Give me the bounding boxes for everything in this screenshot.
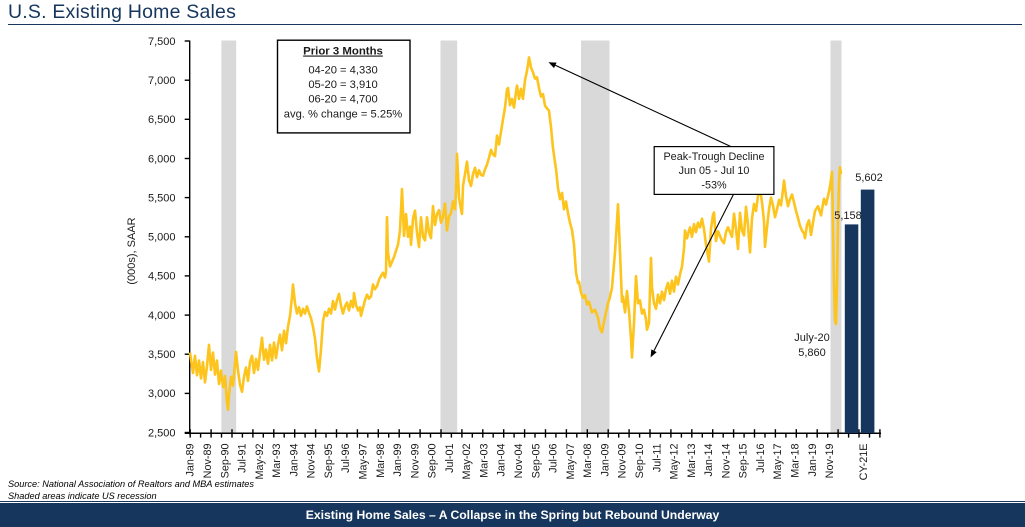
svg-text:Jan-89: Jan-89 [185, 444, 197, 477]
svg-text:Sep-10: Sep-10 [634, 444, 646, 479]
svg-text:May-02: May-02 [461, 444, 473, 480]
svg-text:May-17: May-17 [772, 444, 784, 480]
svg-text:Nov-19: Nov-19 [824, 444, 836, 479]
svg-text:5,500: 5,500 [148, 192, 176, 204]
svg-text:-53%: -53% [701, 179, 727, 191]
svg-text:6,000: 6,000 [148, 153, 176, 165]
svg-text:Prior 3 Months: Prior 3 Months [303, 46, 383, 58]
svg-text:2,500: 2,500 [148, 427, 176, 439]
svg-text:Sep-90: Sep-90 [219, 444, 231, 479]
svg-text:Mar-98: Mar-98 [375, 444, 387, 478]
svg-text:Jul-11: Jul-11 [651, 444, 663, 473]
svg-text:Nov-94: Nov-94 [306, 444, 318, 479]
svg-text:Sep-05: Sep-05 [530, 444, 542, 479]
svg-text:Sep-15: Sep-15 [738, 444, 750, 479]
svg-text:Jul-91: Jul-91 [237, 444, 249, 473]
svg-text:Mar-08: Mar-08 [582, 444, 594, 478]
svg-text:Nov-09: Nov-09 [617, 444, 629, 479]
svg-text:06-20 = 4,700: 06-20 = 4,700 [308, 94, 377, 106]
svg-text:Jul-16: Jul-16 [755, 444, 767, 473]
svg-text:Jun 05 - Jul 10: Jun 05 - Jul 10 [679, 165, 750, 177]
svg-text:Jan-99: Jan-99 [392, 444, 404, 477]
svg-text:Jul-06: Jul-06 [548, 444, 560, 473]
svg-text:May-07: May-07 [565, 444, 577, 480]
svg-text:Mar-03: Mar-03 [479, 444, 491, 478]
svg-text:7,000: 7,000 [148, 75, 176, 87]
svg-text:5,860: 5,860 [798, 347, 826, 359]
svg-text:Jan-09: Jan-09 [599, 444, 611, 477]
svg-text:Mar-93: Mar-93 [271, 444, 283, 478]
svg-text:May-12: May-12 [669, 444, 681, 480]
svg-text:Sep-95: Sep-95 [323, 444, 335, 479]
svg-text:Nov-89: Nov-89 [202, 444, 214, 479]
svg-text:3,500: 3,500 [148, 349, 176, 361]
svg-text:Peak-Trough Decline: Peak-Trough Decline [663, 151, 764, 163]
svg-text:Mar-13: Mar-13 [686, 444, 698, 478]
svg-text:3,000: 3,000 [148, 388, 176, 400]
svg-text:Jan-04: Jan-04 [496, 444, 508, 477]
svg-text:5,602: 5,602 [855, 172, 883, 184]
svg-text:6,500: 6,500 [148, 114, 176, 126]
svg-text:Sep-00: Sep-00 [427, 444, 439, 479]
svg-text:Jan-14: Jan-14 [703, 444, 715, 477]
svg-text:avg. % change = 5.25%: avg. % change = 5.25% [284, 108, 403, 120]
svg-text:Nov-04: Nov-04 [513, 444, 525, 479]
svg-text:Nov-14: Nov-14 [720, 444, 732, 479]
svg-text:May-92: May-92 [254, 444, 266, 480]
svg-text:4,000: 4,000 [148, 310, 176, 322]
svg-text:May-97: May-97 [358, 444, 370, 480]
svg-text:5,000: 5,000 [148, 232, 176, 244]
svg-text:Jan-94: Jan-94 [288, 444, 300, 477]
svg-text:(000s), SAAR: (000s), SAAR [126, 217, 138, 284]
svg-text:CY-21E: CY-21E [858, 444, 870, 481]
svg-text:Jul-96: Jul-96 [340, 444, 352, 473]
svg-text:Jul-01: Jul-01 [444, 444, 456, 473]
svg-text:05-20 = 3,910: 05-20 = 3,910 [308, 79, 377, 91]
svg-text:Nov-99: Nov-99 [409, 444, 421, 479]
svg-text:Jan-19: Jan-19 [807, 444, 819, 477]
svg-text:7,500: 7,500 [148, 36, 176, 48]
svg-text:Mar-18: Mar-18 [790, 444, 802, 478]
svg-text:July-20: July-20 [794, 332, 829, 344]
svg-text:04-20 = 4,330: 04-20 = 4,330 [308, 65, 377, 77]
svg-text:4,500: 4,500 [148, 271, 176, 283]
svg-text:5,158: 5,158 [834, 210, 862, 222]
